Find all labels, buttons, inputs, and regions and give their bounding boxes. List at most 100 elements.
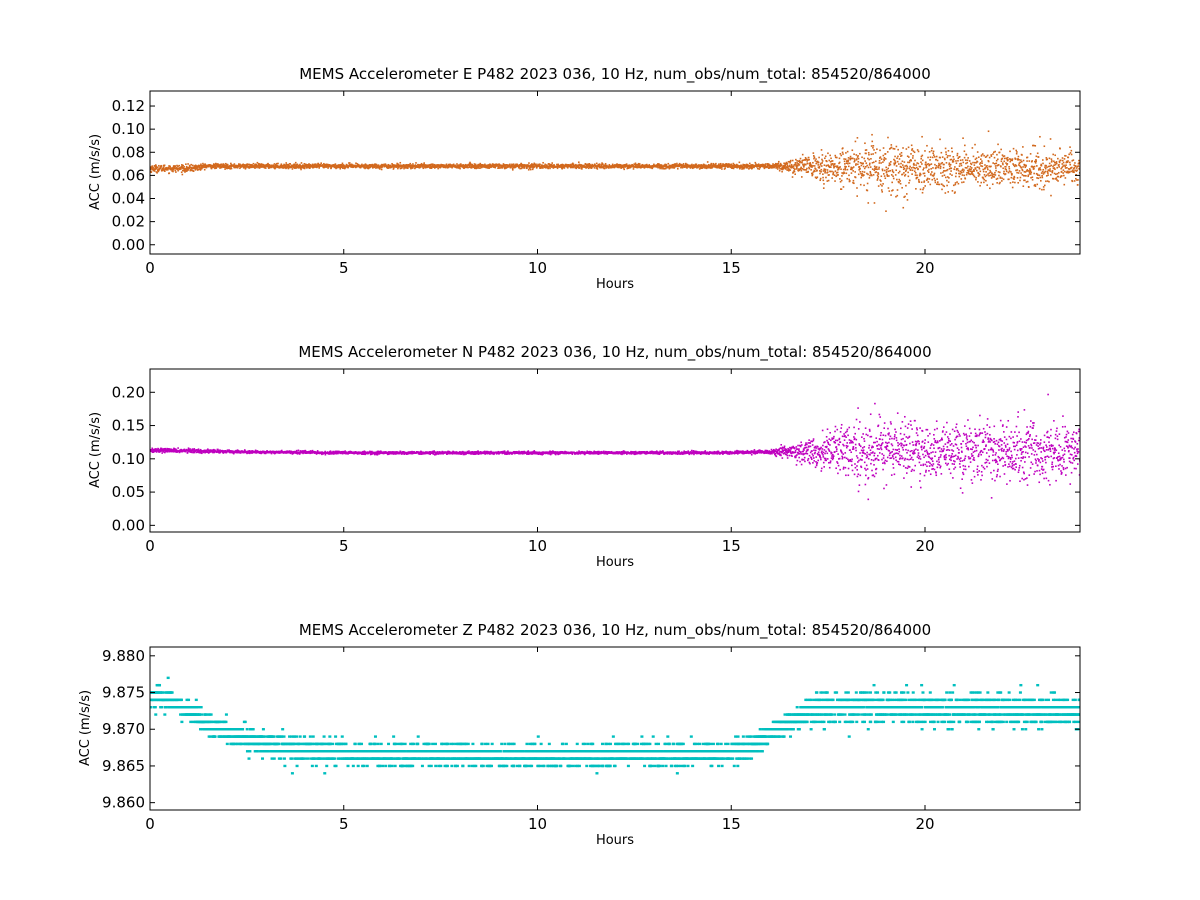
data-point (565, 163, 568, 166)
data-point (801, 159, 804, 162)
data-point (903, 171, 905, 174)
data-point (165, 166, 167, 169)
data-point (375, 167, 377, 169)
data-point (1072, 159, 1075, 161)
data-point (779, 168, 781, 170)
data-point (857, 155, 859, 157)
data-point (676, 162, 678, 165)
data-point (947, 150, 950, 152)
data-point (857, 173, 860, 176)
data-point (880, 175, 883, 178)
data-point (1041, 188, 1043, 191)
data-point (379, 168, 381, 170)
data-point (955, 162, 958, 165)
data-point (164, 451, 166, 454)
data-point (944, 170, 946, 172)
data-point (173, 447, 176, 450)
data-point (977, 156, 980, 159)
data-point (724, 165, 727, 168)
data-point (1030, 173, 1032, 175)
data-point (785, 166, 788, 169)
data-point (891, 170, 894, 173)
data-point (677, 164, 680, 166)
data-point (151, 447, 154, 450)
data-point (391, 166, 394, 168)
data-point (972, 170, 975, 172)
data-point (1052, 177, 1055, 180)
data-point (897, 155, 899, 158)
data-point (775, 164, 778, 167)
data-point (788, 165, 791, 168)
data-point (303, 166, 305, 168)
data-point (840, 179, 843, 182)
data-point (378, 166, 381, 169)
data-point (405, 166, 407, 168)
data-point (399, 161, 402, 164)
data-point (185, 170, 187, 173)
data-point (172, 168, 174, 170)
data-point (876, 168, 878, 171)
data-point (533, 166, 535, 168)
data-point (1013, 176, 1016, 179)
data-point (638, 163, 641, 165)
data-point (492, 163, 495, 166)
data-point (952, 160, 955, 163)
data-point (685, 165, 688, 168)
data-point (730, 163, 733, 166)
data-point (817, 161, 820, 164)
data-point (988, 156, 991, 159)
data-point (292, 165, 295, 167)
data-point (1014, 164, 1017, 166)
data-point (849, 155, 852, 158)
data-point (929, 163, 931, 166)
data-point (185, 168, 188, 170)
data-point (814, 168, 817, 170)
data-point (857, 160, 860, 163)
data-point (913, 162, 915, 165)
data-point (449, 164, 452, 166)
data-point (736, 164, 739, 166)
data-point (1018, 164, 1020, 166)
data-point (949, 158, 952, 161)
data-point (822, 170, 825, 172)
data-point (159, 167, 161, 170)
data-point (983, 173, 986, 176)
data-point (467, 166, 469, 169)
data-point (1034, 162, 1037, 164)
data-point (430, 165, 432, 168)
data-point (797, 163, 800, 165)
data-point (793, 170, 795, 172)
data-point (1018, 170, 1021, 172)
data-point (965, 153, 968, 156)
data-point (348, 162, 350, 164)
data-point (662, 166, 664, 169)
data-point (1014, 181, 1016, 184)
data-point (1046, 180, 1049, 182)
data-point (761, 165, 764, 167)
data-point (1042, 168, 1045, 171)
data-point (251, 166, 254, 168)
data-point (585, 167, 587, 169)
data-point (299, 163, 301, 166)
data-point (885, 166, 887, 169)
data-point (322, 164, 324, 167)
data-point (942, 170, 945, 172)
data-point (355, 162, 357, 165)
data-point (1054, 154, 1056, 157)
data-point (233, 166, 236, 169)
data-point (845, 172, 848, 175)
data-point (939, 156, 942, 159)
data-point (870, 173, 872, 176)
data-point (427, 164, 429, 166)
data-point (1020, 160, 1023, 163)
data-point (767, 167, 770, 169)
data-point (696, 164, 699, 167)
data-point (189, 448, 191, 450)
data-point (444, 164, 446, 166)
data-point (716, 164, 719, 167)
data-point (614, 165, 617, 168)
data-point (940, 151, 943, 154)
data-point (1024, 174, 1026, 177)
data-point (561, 165, 564, 168)
data-point (1016, 169, 1019, 171)
